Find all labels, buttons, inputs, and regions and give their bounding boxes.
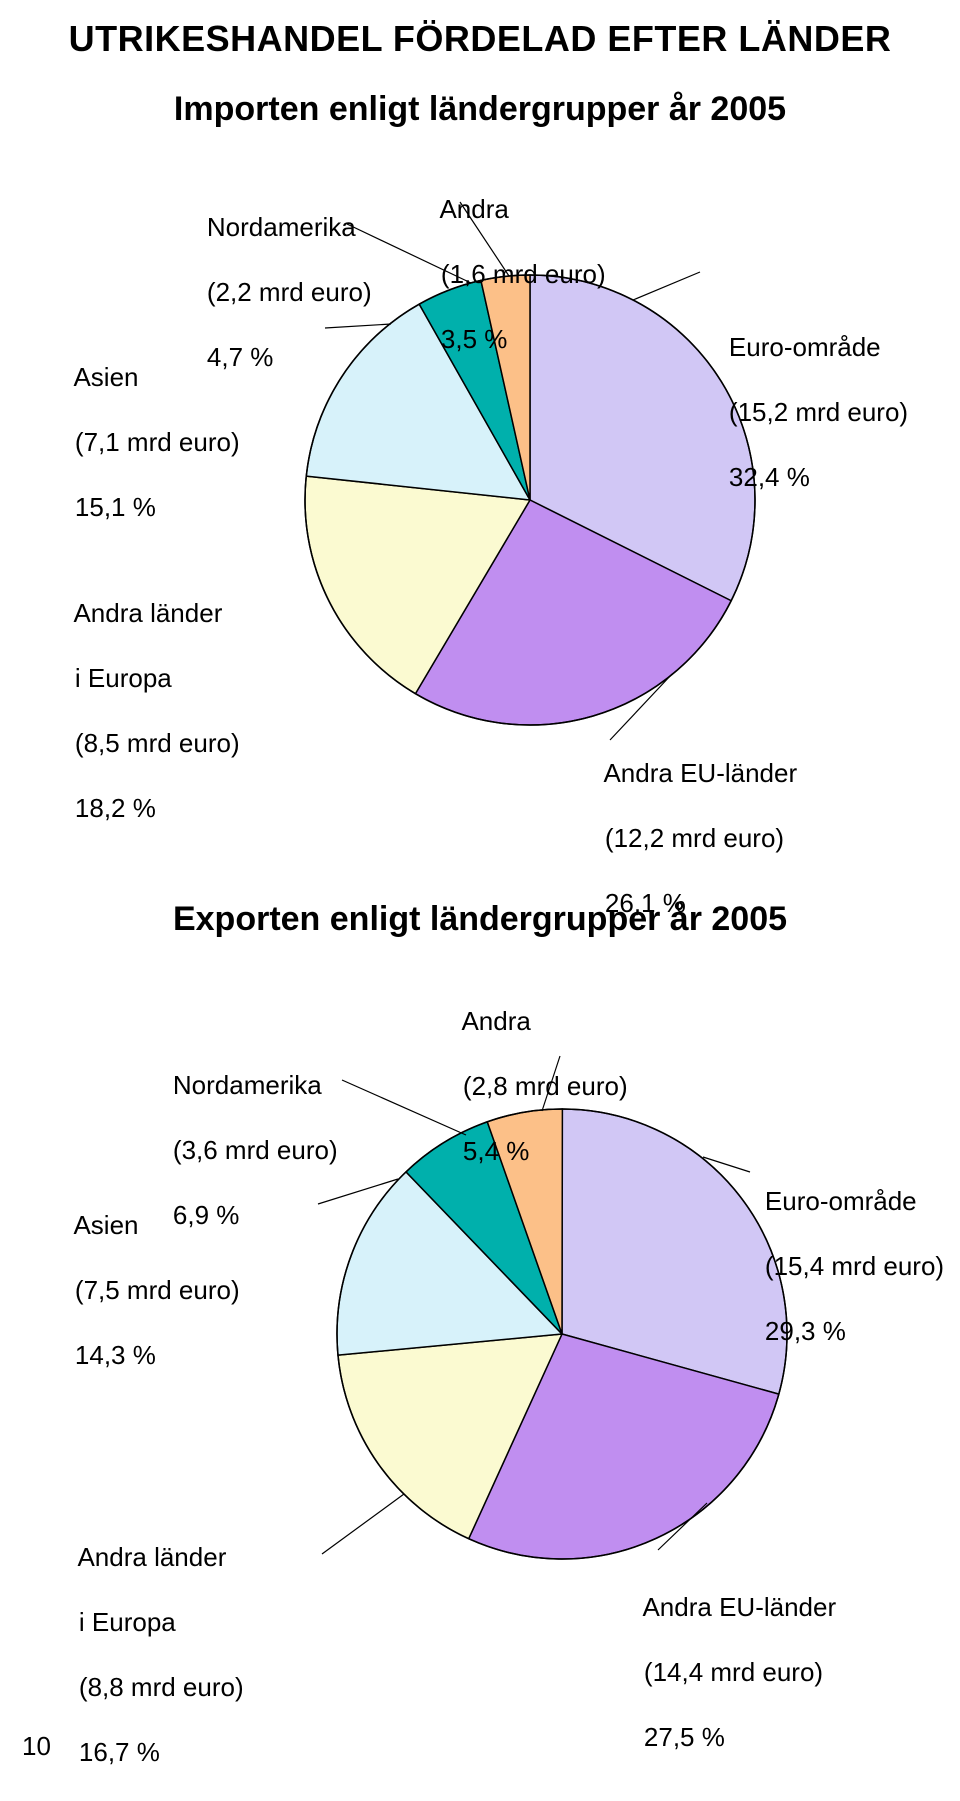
text: 15,1 %	[75, 492, 156, 522]
text: 4,7 %	[207, 342, 274, 372]
text: 3,5 %	[441, 324, 508, 354]
text: Andra	[461, 1006, 530, 1036]
text: (8,8 mrd euro)	[79, 1672, 244, 1702]
text: 27,5 %	[644, 1722, 725, 1752]
chart1-label-namer: Nordamerika (2,2 mrd euro) 4,7 %	[178, 178, 372, 406]
chart2-label-other-europe: Andra länder i Europa (8,8 mrd euro) 16,…	[50, 1508, 244, 1801]
chart2-label-eu: Andra EU-länder (14,4 mrd euro) 27,5 %	[615, 1558, 836, 1786]
text: Asien	[73, 362, 138, 392]
chart1-label-other-europe: Andra länder i Europa (8,5 mrd euro) 18,…	[46, 564, 240, 857]
text: i Europa	[75, 663, 172, 693]
chart1-label-euro: Euro-område (15,2 mrd euro) 32,4 %	[700, 298, 908, 526]
text: (8,5 mrd euro)	[75, 728, 240, 758]
text: (1,6 mrd euro)	[441, 259, 606, 289]
text: 6,9 %	[173, 1200, 240, 1230]
text: (12,2 mrd euro)	[605, 823, 784, 853]
text: (14,4 mrd euro)	[644, 1657, 823, 1687]
text: (3,6 mrd euro)	[173, 1135, 338, 1165]
chart1-subtitle: Importen enligt ländergrupper år 2005	[0, 90, 960, 129]
page-number: 10	[22, 1731, 51, 1762]
text: Andra länder	[73, 598, 222, 628]
text: Andra länder	[77, 1542, 226, 1572]
text: (15,2 mrd euro)	[729, 397, 908, 427]
text: 18,2 %	[75, 793, 156, 823]
text: i Europa	[79, 1607, 176, 1637]
text: Euro-område	[729, 332, 881, 362]
text: 32,4 %	[729, 462, 810, 492]
page-container: UTRIKESHANDEL FÖRDELAD EFTER LÄNDER Impo…	[0, 0, 960, 1784]
chart1-label-other: Andra (1,6 mrd euro) 3,5 %	[412, 160, 606, 388]
text: Andra EU-länder	[642, 1592, 836, 1622]
main-title: UTRIKESHANDEL FÖRDELAD EFTER LÄNDER	[0, 18, 960, 60]
text: (2,2 mrd euro)	[207, 277, 372, 307]
text: (2,8 mrd euro)	[463, 1071, 628, 1101]
text: (7,5 mrd euro)	[75, 1275, 240, 1305]
text: 29,3 %	[765, 1316, 846, 1346]
chart2-label-namer: Nordamerika (3,6 mrd euro) 6,9 %	[144, 1036, 338, 1264]
text: Asien	[73, 1210, 138, 1240]
text: Andra EU-länder	[603, 758, 797, 788]
text: 14,3 %	[75, 1340, 156, 1370]
chart2-label-euro: Euro-område (15,4 mrd euro) 29,3 %	[736, 1152, 944, 1380]
text: (7,1 mrd euro)	[75, 427, 240, 457]
text: Nordamerika	[173, 1070, 322, 1100]
text: Andra	[439, 194, 508, 224]
text: 16,7 %	[79, 1737, 160, 1767]
chart2-subtitle: Exporten enligt ländergrupper år 2005	[0, 900, 960, 939]
text: Nordamerika	[207, 212, 356, 242]
text: Euro-område	[765, 1186, 917, 1216]
chart2-label-other: Andra (2,8 mrd euro) 5,4 %	[434, 972, 628, 1200]
text: (15,4 mrd euro)	[765, 1251, 944, 1281]
text: 5,4 %	[463, 1136, 530, 1166]
